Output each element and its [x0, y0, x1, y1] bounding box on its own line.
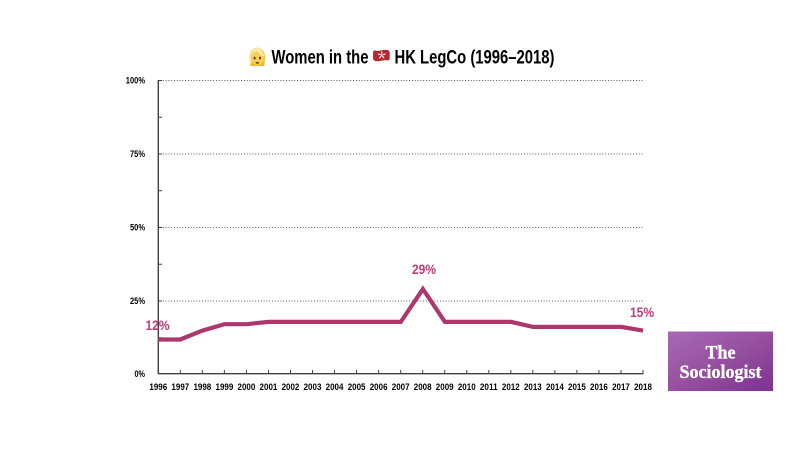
svg-text:Sociologist: Sociologist	[680, 362, 763, 383]
svg-text:2004: 2004	[326, 382, 344, 393]
svg-text:2000: 2000	[238, 382, 256, 393]
svg-text:2015: 2015	[568, 382, 586, 393]
svg-text:2007: 2007	[392, 382, 410, 393]
svg-text:2010: 2010	[458, 382, 476, 393]
svg-text:2008: 2008	[414, 382, 432, 393]
svg-text:100%: 100%	[126, 76, 146, 87]
svg-text:2006: 2006	[370, 382, 388, 393]
svg-text:1999: 1999	[216, 382, 234, 393]
svg-text:15%: 15%	[630, 304, 654, 320]
svg-text:75%: 75%	[130, 149, 145, 160]
svg-text:1996: 1996	[149, 382, 167, 393]
svg-text:1998: 1998	[193, 382, 211, 393]
svg-text:1997: 1997	[171, 382, 189, 393]
svg-text:Women in the: Women in the	[272, 48, 369, 69]
svg-text:0%: 0%	[135, 369, 146, 380]
svg-text:2014: 2014	[546, 382, 564, 393]
svg-text:29%: 29%	[412, 261, 436, 277]
svg-text:2002: 2002	[282, 382, 300, 393]
svg-text:2001: 2001	[260, 382, 278, 393]
svg-text:2017: 2017	[612, 382, 630, 393]
svg-text:12%: 12%	[146, 317, 170, 333]
svg-text:50%: 50%	[130, 223, 145, 234]
svg-text:2013: 2013	[524, 382, 542, 393]
svg-text:2005: 2005	[348, 382, 366, 393]
svg-text:2016: 2016	[590, 382, 608, 393]
svg-text:2018: 2018	[634, 382, 652, 393]
svg-text:2003: 2003	[304, 382, 322, 393]
svg-text:The: The	[706, 343, 736, 364]
svg-text:2011: 2011	[480, 382, 498, 393]
svg-text:HK LegCo (1996–2018): HK LegCo (1996–2018)	[395, 48, 555, 69]
svg-text:2009: 2009	[436, 382, 454, 393]
svg-text:2012: 2012	[502, 382, 520, 393]
svg-text:25%: 25%	[130, 296, 145, 307]
